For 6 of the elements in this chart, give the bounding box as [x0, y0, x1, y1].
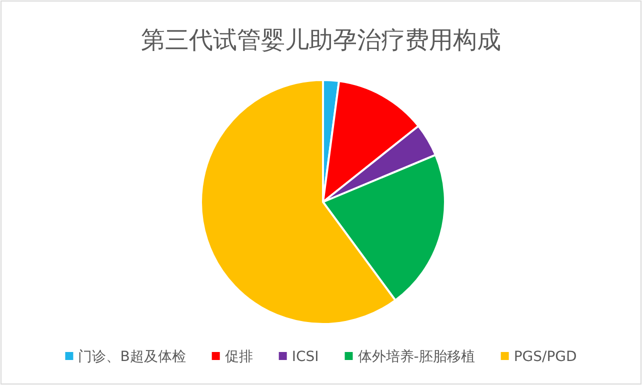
legend-label: ICSI: [292, 349, 319, 365]
chart-title: 第三代试管婴儿助孕治疗费用构成: [141, 26, 501, 54]
legend-label: 体外培养-胚胎移植: [358, 349, 475, 365]
legend-label: 促排: [224, 349, 253, 365]
legend-label: 门诊、B超及体检: [78, 349, 186, 365]
legend-label: PGS/PGD: [514, 349, 577, 365]
